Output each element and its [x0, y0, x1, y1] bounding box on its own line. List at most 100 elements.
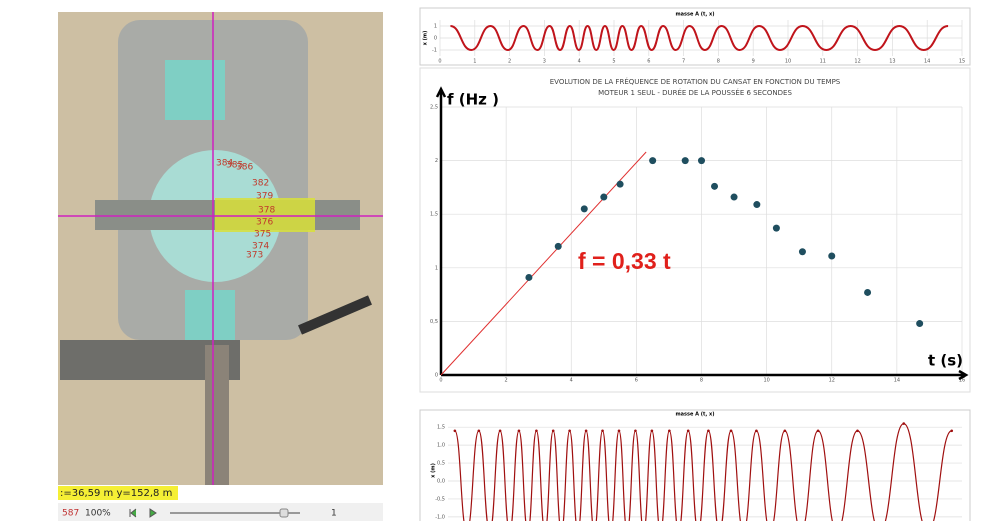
y-axis-label: x (m): [423, 31, 429, 46]
x-tick-label: 13: [889, 59, 895, 65]
data-point: [681, 157, 689, 165]
data-point: [554, 242, 562, 250]
data-point: [711, 182, 719, 190]
chart-frame: [419, 67, 971, 393]
data-point: [828, 252, 836, 260]
data-point: [617, 429, 621, 433]
x-tick-label: 6: [635, 378, 638, 384]
frame-label: 374: [252, 242, 269, 252]
x-tick-label: 11: [820, 59, 826, 65]
data-point: [755, 429, 758, 433]
data-point: [916, 320, 924, 328]
x-tick-label: 10: [763, 378, 769, 384]
y-tick-label: 2,5: [430, 105, 438, 111]
x-axis: [441, 369, 969, 381]
x-tick-label: 4: [570, 378, 573, 384]
data-point: [856, 429, 859, 433]
x-tick-label: 14: [894, 378, 900, 384]
data-point: [477, 429, 481, 433]
y-tick-label: 1: [434, 24, 437, 30]
frame-label: 385: [226, 161, 243, 171]
data-point: [950, 429, 954, 433]
data-point: [650, 429, 654, 433]
chart-title: EVOLUTION DE LA FRÉQUENCE DE ROTATION DU…: [550, 77, 841, 86]
data-point: [816, 429, 820, 433]
data-point: [783, 429, 787, 433]
data-point: [730, 193, 738, 201]
data-point: [453, 429, 457, 433]
y-tick-label: 1,5: [437, 425, 445, 431]
x-tick-label: 1: [473, 59, 476, 65]
data-point: [535, 429, 538, 433]
y-tick-label: 0,5: [437, 461, 445, 467]
data-point: [580, 205, 588, 213]
data-point: [649, 157, 657, 165]
step: 1: [331, 509, 337, 519]
player-buttons[interactable]: [129, 508, 157, 518]
coords: :=36,59 m y=152,8 m: [60, 488, 172, 499]
x-tick-label: 2: [505, 378, 508, 384]
data-point: [568, 429, 571, 433]
data-point: [600, 193, 608, 201]
chart-subtitle: MOTEUR 1 SEUL - DURÉE DE LA POUSSÉE 6 SE…: [598, 88, 792, 97]
data-line: [450, 24, 949, 52]
x-tick-label: 10: [785, 59, 791, 65]
data-point: [601, 429, 604, 433]
data-point: [864, 288, 872, 296]
y-tick-label: 2: [435, 158, 438, 164]
x-tick-label: 2: [508, 59, 511, 65]
frame-label: 373: [246, 251, 263, 261]
seek-handle[interactable]: [279, 508, 289, 518]
y-tick-label: 0: [435, 373, 438, 379]
y-tick-label: 0,5: [430, 319, 438, 325]
data-point: [616, 180, 624, 188]
x-tick-label: 15: [959, 59, 965, 65]
data-point: [584, 429, 588, 433]
chart-title: masse A (t, x): [675, 12, 714, 18]
data-point: [668, 429, 671, 433]
y-axis-label: x (m): [431, 463, 437, 478]
x-tick-label: 8: [700, 378, 703, 384]
frame-label: 378: [258, 206, 275, 216]
data-point: [686, 429, 690, 433]
y-tick-label: 0,0: [437, 479, 445, 485]
y-tick-label: 1: [435, 265, 438, 271]
chart-frame: [419, 7, 971, 66]
data-point: [525, 273, 533, 281]
x-tick-label: 16: [959, 378, 965, 384]
x-tick-label: 9: [752, 59, 755, 65]
coords-box: [58, 486, 178, 500]
frame-label: 382: [252, 179, 269, 189]
data-point: [551, 429, 555, 433]
x-tick-label: 4: [578, 59, 581, 65]
data-point: [707, 429, 710, 433]
x-axis-label: t (s): [928, 352, 963, 370]
data-line: [454, 422, 953, 521]
x-tick-label: 0: [439, 378, 442, 384]
y-tick-label: -0,5: [435, 496, 445, 502]
data-point: [772, 224, 780, 232]
data-point: [517, 429, 521, 433]
frame-label: 386: [236, 163, 253, 173]
data-point: [698, 157, 705, 165]
y-tick-label: 0: [434, 36, 437, 42]
y-tick-label: 1,0: [437, 443, 445, 449]
zoom: 100%: [85, 509, 111, 519]
x-tick-label: 6: [647, 59, 650, 65]
x-tick-label: 14: [924, 59, 930, 65]
x-tick-label: 3: [543, 59, 546, 65]
x-tick-label: 0: [438, 59, 441, 65]
chart-frame: [419, 409, 971, 521]
frame-label: 384: [216, 159, 233, 169]
data-point: [753, 201, 761, 209]
frame-label: 376: [256, 218, 273, 228]
x-tick-label: 8: [717, 59, 720, 65]
frame-number: 587: [62, 509, 79, 519]
annotation: f = 0,33 t: [578, 248, 671, 274]
x-tick-label: 7: [682, 59, 685, 65]
video-frame: [58, 12, 383, 485]
x-tick-label: 12: [854, 59, 860, 65]
data-point: [729, 429, 733, 433]
x-tick-label: 12: [829, 378, 835, 384]
